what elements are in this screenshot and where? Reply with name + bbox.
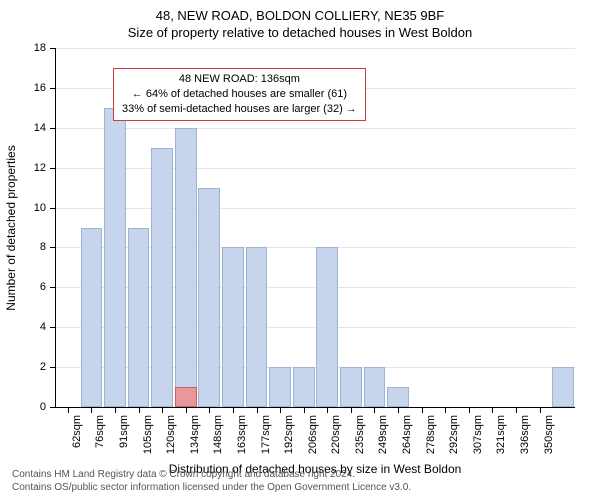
x-tick <box>398 407 399 413</box>
histogram-bar <box>246 247 268 407</box>
x-tick-label: 134sqm <box>189 415 201 454</box>
property-info-box: 48 NEW ROAD: 136sqm ← 64% of detached ho… <box>113 68 366 121</box>
x-tick <box>115 407 116 413</box>
y-tick-label: 8 <box>40 241 56 253</box>
x-tick <box>186 407 187 413</box>
x-tick <box>469 407 470 413</box>
x-tick-label: 163sqm <box>236 415 248 454</box>
y-tick-label: 6 <box>40 281 56 293</box>
x-tick-label: 321sqm <box>495 415 507 454</box>
title-subtitle: Size of property relative to detached ho… <box>0 25 600 42</box>
x-tick <box>351 407 352 413</box>
x-tick-label: 249sqm <box>377 415 389 454</box>
x-tick <box>422 407 423 413</box>
x-tick <box>139 407 140 413</box>
y-tick-label: 16 <box>34 82 56 94</box>
x-tick <box>257 407 258 413</box>
infobox-line2: ← 64% of detached houses are smaller (61… <box>122 87 357 102</box>
histogram-bar <box>81 228 103 408</box>
histogram-bar <box>175 128 197 407</box>
x-tick <box>68 407 69 413</box>
histogram-bar <box>151 148 173 407</box>
y-tick-label: 12 <box>34 162 56 174</box>
highlight-bar <box>175 387 197 407</box>
histogram-bar <box>222 247 244 407</box>
x-tick-label: 336sqm <box>519 415 531 454</box>
y-tick-label: 10 <box>34 202 56 214</box>
histogram-bar <box>128 228 150 408</box>
x-tick-label: 206sqm <box>307 415 319 454</box>
x-tick <box>540 407 541 413</box>
histogram-bar <box>364 367 386 407</box>
histogram-bar <box>198 188 220 407</box>
x-tick <box>209 407 210 413</box>
x-tick <box>233 407 234 413</box>
x-tick-label: 148sqm <box>212 415 224 454</box>
x-tick-label: 264sqm <box>401 415 413 454</box>
x-tick <box>516 407 517 413</box>
x-tick-label: 278sqm <box>425 415 437 454</box>
x-tick-label: 62sqm <box>71 415 83 448</box>
y-tick-label: 0 <box>40 401 56 413</box>
x-tick-label: 91sqm <box>118 415 130 448</box>
plot-area: 02468101214161862sqm76sqm91sqm105sqm120s… <box>55 48 575 408</box>
x-tick-label: 177sqm <box>260 415 272 454</box>
histogram-bar <box>104 108 126 407</box>
x-tick-label: 307sqm <box>472 415 484 454</box>
histogram-bar <box>552 367 574 407</box>
chart-title: 48, NEW ROAD, BOLDON COLLIERY, NE35 9BF … <box>0 0 600 42</box>
x-tick-label: 220sqm <box>330 415 342 454</box>
y-tick-label: 18 <box>34 42 56 54</box>
x-tick <box>374 407 375 413</box>
y-tick-label: 2 <box>40 361 56 373</box>
infobox-line1: 48 NEW ROAD: 136sqm <box>122 72 357 87</box>
x-tick-label: 192sqm <box>283 415 295 454</box>
histogram-bar <box>316 247 338 407</box>
histogram-bar <box>269 367 291 407</box>
x-tick-label: 235sqm <box>354 415 366 454</box>
y-tick-label: 4 <box>40 321 56 333</box>
x-tick-label: 76sqm <box>94 415 106 448</box>
infobox-line3: 33% of semi-detached houses are larger (… <box>122 102 357 117</box>
histogram-bar <box>387 387 409 407</box>
x-tick <box>492 407 493 413</box>
histogram-bar <box>340 367 362 407</box>
y-tick-label: 14 <box>34 122 56 134</box>
x-tick <box>280 407 281 413</box>
histogram-bar <box>293 367 315 407</box>
x-tick <box>91 407 92 413</box>
footer-line1: Contains HM Land Registry data © Crown c… <box>12 469 411 482</box>
x-tick-label: 105sqm <box>142 415 154 454</box>
x-tick-label: 120sqm <box>165 415 177 454</box>
x-tick-label: 350sqm <box>543 415 555 454</box>
x-tick <box>445 407 446 413</box>
x-tick-label: 292sqm <box>448 415 460 454</box>
y-axis-label: Number of detached properties <box>4 145 18 310</box>
title-address: 48, NEW ROAD, BOLDON COLLIERY, NE35 9BF <box>0 8 600 25</box>
x-tick <box>304 407 305 413</box>
footer-line2: Contains OS/public sector information li… <box>12 482 411 495</box>
x-tick <box>327 407 328 413</box>
footer-attribution: Contains HM Land Registry data © Crown c… <box>12 469 411 494</box>
x-tick <box>162 407 163 413</box>
